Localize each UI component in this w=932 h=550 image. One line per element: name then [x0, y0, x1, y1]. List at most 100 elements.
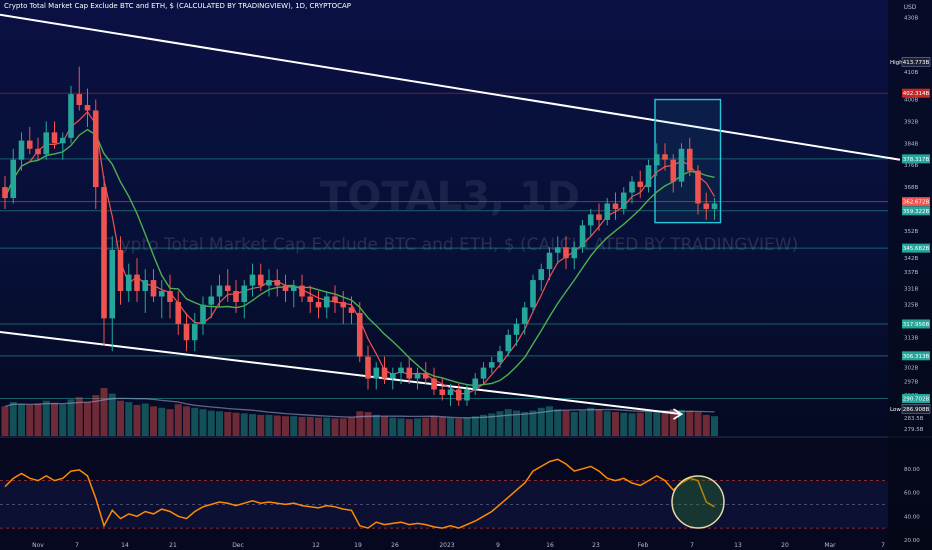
volume-bar-50 — [414, 418, 421, 436]
volume-bar-20 — [166, 409, 174, 436]
candle-body-46 — [381, 367, 388, 379]
volume-bar-60 — [496, 411, 504, 436]
volume-bar-30 — [249, 414, 256, 436]
candle-body-0 — [2, 187, 8, 199]
volume-bar-19 — [158, 407, 166, 436]
candle-body-25 — [208, 296, 215, 305]
volume-bar-66 — [546, 406, 553, 436]
volume-bar-75 — [620, 412, 628, 436]
y-tick-label-17: 297B — [904, 379, 918, 385]
volume-bar-44 — [364, 412, 372, 436]
volume-bar-36 — [298, 416, 306, 436]
price-badge-text-4: 359.322B — [903, 209, 930, 215]
candle-body-61 — [505, 334, 512, 352]
volume-bar-34 — [282, 416, 289, 436]
candle-body-86 — [711, 203, 718, 209]
volume-bar-54 — [447, 417, 454, 436]
price-badge-text-6: 317.956B — [903, 322, 930, 328]
volume-bar-24 — [199, 409, 207, 436]
x-tick-label-6: 19 — [354, 542, 362, 549]
candle-body-17 — [142, 280, 149, 292]
candle-body-37 — [307, 296, 314, 302]
candle-body-7 — [59, 137, 66, 144]
price-label-name-0: High — [890, 60, 903, 66]
x-tick-label-0: Nov — [32, 542, 44, 549]
candle-body-85 — [703, 203, 710, 209]
candle-body-18 — [150, 280, 157, 297]
volume-bar-86 — [711, 416, 718, 436]
volume-bar-62 — [513, 410, 520, 436]
volume-bar-25 — [207, 410, 215, 436]
candle-body-52 — [431, 378, 437, 390]
rsi-tick-label-1: 60.00 — [904, 491, 920, 497]
candle-body-2 — [18, 140, 25, 160]
rsi-line — [4, 458, 715, 529]
volume-bar-53 — [438, 416, 446, 436]
candle-body-4 — [35, 148, 41, 155]
candle-body-12 — [101, 187, 107, 319]
volume-bar-55 — [455, 418, 463, 436]
y-tick-label-0: 430B — [904, 15, 918, 21]
watermark-symbol: TOTAL3, 1D — [320, 174, 580, 220]
candle-body-38 — [315, 301, 322, 308]
candle-body-68 — [563, 247, 569, 259]
candle-body-10 — [84, 105, 91, 111]
volume-bar-40 — [331, 418, 339, 436]
volume-bar-14 — [117, 400, 124, 436]
volume-bar-47 — [389, 417, 397, 436]
volume-bar-2 — [18, 404, 25, 436]
y-tick-label-9: 342B — [904, 256, 918, 262]
candle-body-34 — [282, 285, 289, 292]
volume-bar-76 — [628, 413, 636, 436]
volume-bar-4 — [34, 403, 42, 436]
price-badge-text-1: 402.314B — [903, 91, 930, 97]
volume-bar-17 — [141, 403, 149, 436]
y-tick-label-10: 337B — [904, 270, 918, 276]
candle-body-43 — [356, 312, 363, 357]
descending-trendline-lower — [0, 331, 682, 416]
price-badge-bg-1 — [902, 88, 930, 98]
candle-body-30 — [249, 274, 256, 286]
candle-body-82 — [678, 148, 685, 182]
candle-body-5 — [43, 132, 50, 155]
x-tick-label-2: 14 — [121, 542, 129, 549]
candle-body-48 — [398, 367, 404, 374]
volume-bar-80 — [661, 410, 669, 436]
candle-body-67 — [554, 247, 561, 253]
volume-bar-68 — [562, 410, 570, 436]
y-unit-label: USD — [904, 4, 917, 11]
candle-body-58 — [480, 367, 487, 379]
candle-body-36 — [299, 285, 305, 297]
volume-bar-26 — [216, 411, 223, 436]
candle-body-11 — [92, 110, 99, 188]
volume-bar-74 — [612, 412, 619, 436]
candle-body-22 — [183, 323, 190, 341]
x-tick-label-12: Feb — [638, 542, 649, 549]
volume-bar-8 — [67, 399, 75, 436]
volume-bar-7 — [59, 404, 67, 436]
rsi-tick-label-2: 40.00 — [904, 514, 920, 520]
volume-bar-23 — [191, 407, 199, 436]
y-tick-label-1: 410B — [904, 70, 918, 76]
price-badge-text-5: 345.682B — [903, 246, 930, 252]
y-tick-label-16: 302B — [904, 366, 918, 372]
volume-bar-38 — [315, 417, 322, 436]
volume-bar-78 — [645, 412, 652, 436]
candle-body-1 — [10, 159, 17, 199]
candle-body-55 — [455, 389, 462, 401]
volume-bar-43 — [356, 411, 364, 436]
volume-bar-9 — [75, 397, 83, 436]
candle-body-77 — [637, 181, 644, 188]
symbol-title[interactable]: Crypto Total Market Cap Exclude BTC and … — [4, 2, 351, 10]
x-tick-label-17: 7 — [881, 542, 885, 549]
volume-bar-5 — [42, 400, 50, 436]
candle-body-63 — [521, 307, 528, 324]
rsi-tick-label-3: 20.00 — [904, 538, 920, 544]
volume-bar-45 — [372, 414, 380, 436]
candle-body-62 — [513, 323, 520, 335]
price-badge-bg-5 — [902, 243, 930, 253]
volume-bar-1 — [9, 402, 17, 436]
watermark-description: Crypto Total Market Cap Exclude BTC and … — [102, 235, 798, 255]
volume-bar-51 — [422, 417, 430, 436]
